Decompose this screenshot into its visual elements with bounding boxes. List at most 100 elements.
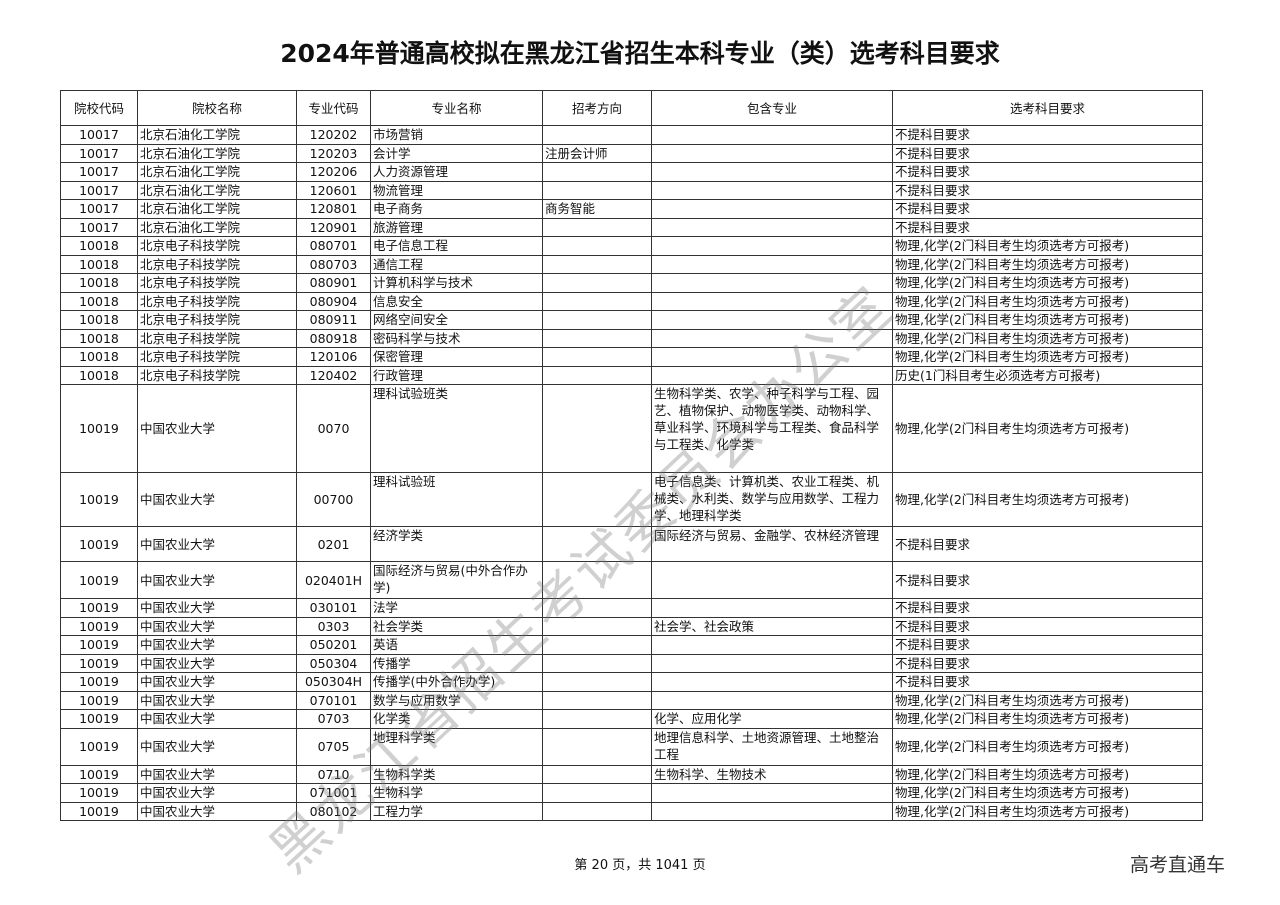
school-name-cell: 中国农业大学 xyxy=(137,764,297,784)
included-majors-cell xyxy=(651,162,893,182)
subject-requirement-cell: 物理,化学(2门科目考生均须选考方可报考) xyxy=(892,254,1203,274)
school-name-cell: 中国农业大学 xyxy=(137,727,297,766)
included-majors-cell xyxy=(651,310,893,330)
subject-requirement-cell: 不提科目要求 xyxy=(892,616,1203,636)
table-row: 10019 中国农业大学 080102 工程力学 物理,化学(2门科目考生均须选考方可报… xyxy=(60,801,1203,821)
major-code-cell: 120801 xyxy=(296,199,371,219)
direction-cell xyxy=(542,254,652,274)
direction-cell xyxy=(542,236,652,256)
direction-cell xyxy=(542,653,652,673)
major-code-cell: 080918 xyxy=(296,328,371,348)
major-code-cell: 120601 xyxy=(296,180,371,200)
major-code-cell: 080703 xyxy=(296,254,371,274)
included-majors-cell xyxy=(651,801,893,821)
included-majors-cell xyxy=(651,199,893,219)
subject-requirement-cell: 不提科目要求 xyxy=(892,125,1203,145)
included-majors-cell xyxy=(651,783,893,803)
school-name-cell: 中国农业大学 xyxy=(137,690,297,710)
column-header: 招考方向 xyxy=(542,90,652,126)
included-majors-cell xyxy=(651,180,893,200)
subject-requirement-cell: 不提科目要求 xyxy=(892,199,1203,219)
included-majors-cell xyxy=(651,273,893,293)
included-majors-cell xyxy=(651,291,893,311)
direction-cell xyxy=(542,365,652,385)
major-code-cell: 080901 xyxy=(296,273,371,293)
major-code-cell: 0201 xyxy=(296,526,371,562)
major-code-cell: 0303 xyxy=(296,616,371,636)
subject-requirement-cell: 物理,化学(2门科目考生均须选考方可报考) xyxy=(892,236,1203,256)
included-majors-cell xyxy=(651,635,893,655)
school-code-cell: 10018 xyxy=(60,254,138,274)
table-row: 10019 中国农业大学 0705 地理科学类 地理信息科学、土地资源管理、土地整治工程… xyxy=(60,727,1203,766)
subject-requirement-cell: 物理,化学(2门科目考生均须选考方可报考) xyxy=(892,384,1203,473)
major-code-cell: 00700 xyxy=(296,472,371,527)
major-name-cell: 人力资源管理 xyxy=(370,162,543,182)
school-name-cell: 中国农业大学 xyxy=(137,653,297,673)
direction-cell xyxy=(542,217,652,237)
major-code-cell: 120106 xyxy=(296,347,371,367)
subject-requirement-cell: 物理,化学(2门科目考生均须选考方可报考) xyxy=(892,709,1203,729)
column-header: 包含专业 xyxy=(651,90,893,126)
major-name-cell: 旅游管理 xyxy=(370,217,543,237)
school-code-cell: 10017 xyxy=(60,162,138,182)
school-name-cell: 中国农业大学 xyxy=(137,783,297,803)
subject-requirement-cell: 物理,化学(2门科目考生均须选考方可报考) xyxy=(892,783,1203,803)
direction-cell xyxy=(542,291,652,311)
school-code-cell: 10018 xyxy=(60,310,138,330)
school-code-cell: 10018 xyxy=(60,273,138,293)
school-code-cell: 10019 xyxy=(60,635,138,655)
major-name-cell: 电子信息工程 xyxy=(370,236,543,256)
direction-cell xyxy=(542,727,652,766)
major-name-cell: 英语 xyxy=(370,635,543,655)
school-name-cell: 中国农业大学 xyxy=(137,801,297,821)
major-code-cell: 030101 xyxy=(296,598,371,618)
school-name-cell: 中国农业大学 xyxy=(137,598,297,618)
school-name-cell: 中国农业大学 xyxy=(137,472,297,527)
table-row: 10018 北京电子科技学院 080901 计算机科学与技术 物理,化学(2门科目考生均… xyxy=(60,273,1203,293)
direction-cell xyxy=(542,672,652,692)
direction-cell xyxy=(542,783,652,803)
direction-cell xyxy=(542,801,652,821)
table-row: 10018 北京电子科技学院 080911 网络空间安全 物理,化学(2门科目考生均须选… xyxy=(60,310,1203,330)
table-row: 10018 北京电子科技学院 120402 行政管理 历史(1门科目考生必须选考方可报考… xyxy=(60,365,1203,385)
school-name-cell: 中国农业大学 xyxy=(137,616,297,636)
subject-requirement-cell: 不提科目要求 xyxy=(892,635,1203,655)
school-name-cell: 北京电子科技学院 xyxy=(137,273,297,293)
subject-requirement-cell: 物理,化学(2门科目考生均须选考方可报考) xyxy=(892,310,1203,330)
table-row: 10018 北京电子科技学院 080918 密码科学与技术 物理,化学(2门科目考生均须… xyxy=(60,328,1203,348)
table-row: 10018 北京电子科技学院 080904 信息安全 物理,化学(2门科目考生均须选考方… xyxy=(60,291,1203,311)
major-code-cell: 0703 xyxy=(296,709,371,729)
table-row: 10017 北京石油化工学院 120601 物流管理 不提科目要求 xyxy=(60,180,1203,200)
included-majors-cell xyxy=(651,598,893,618)
subject-requirement-cell: 不提科目要求 xyxy=(892,598,1203,618)
school-code-cell: 10019 xyxy=(60,764,138,784)
subject-requirement-cell: 物理,化学(2门科目考生均须选考方可报考) xyxy=(892,273,1203,293)
school-name-cell: 中国农业大学 xyxy=(137,635,297,655)
school-code-cell: 10017 xyxy=(60,125,138,145)
table-row: 10019 中国农业大学 070101 数学与应用数学 物理,化学(2门科目考生均须选考… xyxy=(60,690,1203,710)
school-name-cell: 北京电子科技学院 xyxy=(137,236,297,256)
subject-requirement-cell: 物理,化学(2门科目考生均须选考方可报考) xyxy=(892,801,1203,821)
direction-cell xyxy=(542,561,652,599)
major-name-cell: 传播学(中外合作办学) xyxy=(370,672,543,692)
school-name-cell: 中国农业大学 xyxy=(137,709,297,729)
school-code-cell: 10019 xyxy=(60,384,138,473)
table-row: 10019 中国农业大学 030101 法学 不提科目要求 xyxy=(60,598,1203,618)
subject-requirement-cell: 不提科目要求 xyxy=(892,217,1203,237)
included-majors-cell: 电子信息类、计算机类、农业工程类、机械类、水利类、数学与应用数学、工程力学、地理… xyxy=(651,472,893,527)
subject-requirement-cell: 不提科目要求 xyxy=(892,180,1203,200)
school-code-cell: 10017 xyxy=(60,217,138,237)
table-row: 10019 中国农业大学 0703 化学类 化学、应用化学 物理,化学(2门科目考生均须选… xyxy=(60,709,1203,729)
direction-cell xyxy=(542,180,652,200)
included-majors-cell xyxy=(651,672,893,692)
column-header: 选考科目要求 xyxy=(892,90,1203,126)
major-code-cell: 120901 xyxy=(296,217,371,237)
school-name-cell: 北京电子科技学院 xyxy=(137,328,297,348)
page-title: 2024年普通高校拟在黑龙江省招生本科专业（类）选考科目要求 xyxy=(280,39,1000,68)
subject-requirement-cell: 物理,化学(2门科目考生均须选考方可报考) xyxy=(892,347,1203,367)
major-code-cell: 071001 xyxy=(296,783,371,803)
major-name-cell: 通信工程 xyxy=(370,254,543,274)
major-code-cell: 050201 xyxy=(296,635,371,655)
school-name-cell: 北京电子科技学院 xyxy=(137,310,297,330)
subject-requirement-cell: 不提科目要求 xyxy=(892,143,1203,163)
